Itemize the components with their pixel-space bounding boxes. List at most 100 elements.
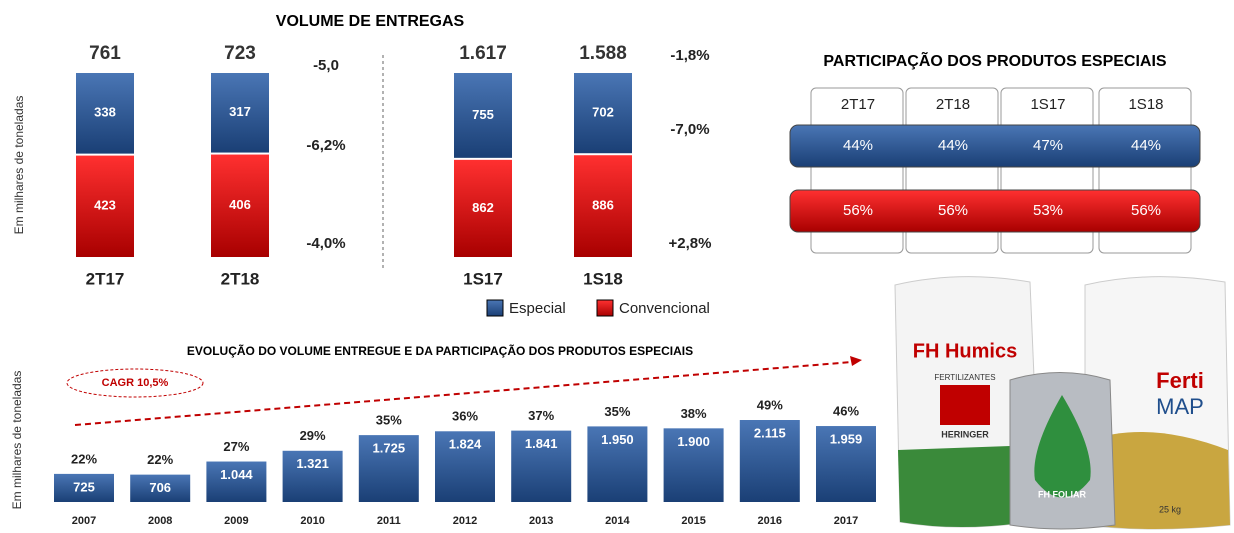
column-header: 2T17 [841,96,875,113]
change-label: -1,8% [670,47,709,64]
cell-value: 56% [843,202,873,219]
share-label: 35% [376,413,402,428]
share-label: 36% [452,409,478,424]
share-label: 35% [604,404,630,419]
value-label: 338 [94,105,116,120]
cell-value: 53% [1033,202,1063,219]
value-label: 1.841 [525,436,558,451]
image-label: FH FOLIAR [1038,489,1086,499]
bar [206,461,267,502]
arrow-head [850,356,862,366]
value-label: 725 [73,479,95,494]
value-label: 317 [229,104,251,119]
change-label: -6,2% [306,137,345,154]
value-label: 406 [229,197,251,212]
x-tick-label: 2T17 [86,269,125,288]
x-tick-label: 2012 [453,515,477,527]
bar [816,426,876,502]
bar-segment [76,73,134,154]
share-label: 46% [833,403,859,418]
cell-value: 44% [938,137,968,154]
legend-label: Especial [509,300,566,317]
bar [358,435,419,502]
x-tick-label: 2008 [148,515,172,527]
value-label: 702 [592,105,614,120]
x-tick-label: 2016 [758,515,782,527]
change-label: -7,0% [670,121,709,138]
image-label: FH Humics [913,340,1017,362]
share-label: 27% [223,439,249,454]
bar [739,420,800,502]
bar [511,430,572,502]
share-label: 29% [300,428,326,443]
x-tick-label: 1S18 [583,269,623,288]
x-tick-label: 2009 [224,515,248,527]
cell-value: 44% [843,137,873,154]
value-label: 1.321 [296,456,329,471]
value-label: 886 [592,198,614,213]
bar-segment [211,73,269,153]
change-label: -4,0% [306,235,345,252]
bar-segment [574,73,632,154]
cell-value: 44% [1131,137,1161,154]
column-header: 1S17 [1030,96,1065,113]
value-label: 1.959 [830,431,863,446]
change-label: +2,8% [669,235,712,252]
row-band [789,189,1201,233]
total-label: 1.588 [579,43,627,64]
x-tick-label: 2011 [377,515,401,527]
x-tick-label: 2015 [681,515,705,527]
x-tick-label: 2007 [72,515,96,527]
chart-title: EVOLUÇÃO DO VOLUME ENTREGUE E DA PARTICI… [187,343,693,358]
share-label: 22% [71,451,97,466]
legend-label: Convencional [619,300,710,317]
image-label: FERTILIZANTES [934,373,995,382]
cagr-ellipse [66,368,204,398]
image-label: HERINGER [941,429,989,439]
share-label: 49% [757,397,783,412]
bar-segment [574,155,632,257]
value-label: 1.044 [220,467,253,482]
x-tick-label: 2014 [605,515,630,527]
bar [54,473,114,502]
chart-title: VOLUME DE ENTREGAS [276,13,465,30]
image-label: Ferti [1156,368,1204,393]
column-header: 2T18 [936,96,970,113]
value-label: 1.824 [449,437,482,452]
bar [130,474,191,502]
value-label: 706 [149,480,171,495]
cell-value: 56% [1131,202,1161,219]
y-axis-label: Em milhares de toneladas [12,96,26,235]
x-tick-label: 2017 [834,515,858,527]
cagr-label: CAGR 10,5% [102,377,169,389]
bar [587,426,648,502]
image-label: 25 kg [1159,504,1181,514]
total-label: 723 [224,43,256,64]
value-label: 1.900 [677,434,710,449]
cell-value: 47% [1033,137,1063,154]
bar-segment [76,155,134,257]
product-image: FH Humics FERTILIZANTES HERINGER FH FOLI… [894,276,1231,530]
bar [663,428,724,502]
x-tick-label: 2010 [300,515,324,527]
bar-segment [454,159,512,257]
share-label: 22% [147,452,173,467]
chart-title: PARTICIPAÇÃO DOS PRODUTOS ESPECIAIS [823,50,1166,70]
value-label: 862 [472,200,494,215]
column-header: 1S18 [1128,96,1163,113]
bar-segment [454,73,512,158]
value-label: 1.725 [373,441,406,456]
value-label: 2.115 [754,425,786,440]
value-label: 1.950 [601,432,634,447]
image-label: MAP [1156,394,1204,419]
bar [435,431,495,502]
total-label: 1.617 [459,43,507,64]
legend-swatch [596,299,614,317]
cell-value: 56% [938,202,968,219]
share-label: 37% [528,408,554,423]
share-label: 38% [681,406,707,421]
bar [282,450,343,502]
total-label: 761 [89,43,121,64]
change-label: -5,0 [313,57,339,74]
